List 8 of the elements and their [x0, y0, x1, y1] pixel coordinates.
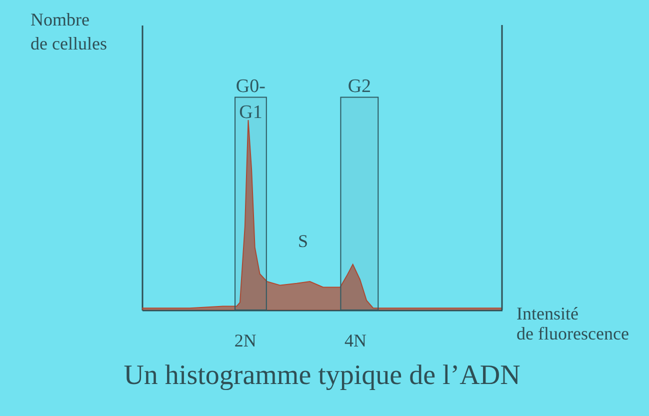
annotation: S: [298, 231, 308, 251]
x-tick-label: 2N: [234, 330, 256, 350]
y-axis-title: Nombre de cellules: [30, 10, 107, 54]
x-tick-label: 4N: [344, 330, 367, 350]
band-label: G0-G1: [236, 76, 266, 124]
band-label: G2: [348, 76, 372, 98]
x-axis-title: Intensité de fluorescence: [516, 304, 629, 344]
text: Un histogramme typique de l’ADN: [124, 360, 520, 391]
